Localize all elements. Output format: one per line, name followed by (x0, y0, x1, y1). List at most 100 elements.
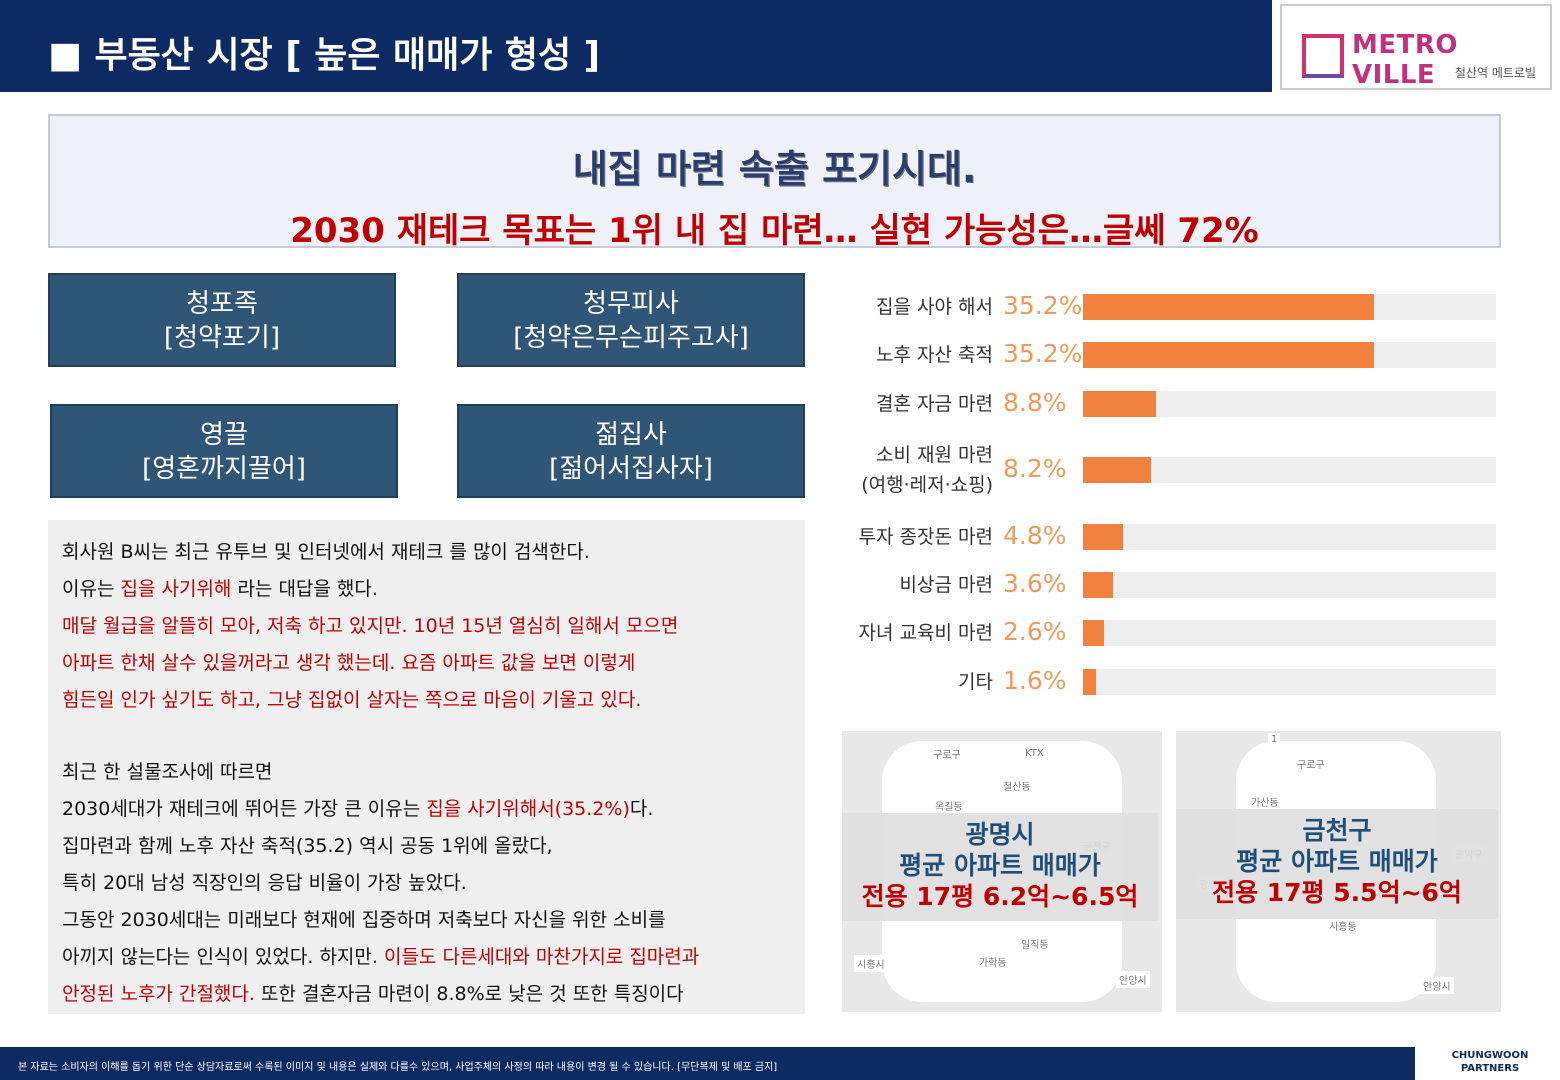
map-price: 전용 17평 5.5억~6억 (1212, 878, 1462, 907)
logo: METRO VILLE 철산역 메트로빌 (1280, 4, 1552, 90)
article-text: 이들도 다른세대와 마찬가지로 집마련과 (383, 946, 700, 968)
article-line: 안정된 노후가 간절했다. 또한 결혼자금 마련이 8.8%로 낮은 것 또한 … (62, 976, 805, 1013)
article: 회사원 B씨는 최근 유투브 및 인터넷에서 재테크 를 많이 검색한다. 이유는… (48, 520, 805, 1014)
article-line: 2030세대가 재테크에 뛰어든 가장 큰 이유는 집을 사기위해서(35.2%… (62, 791, 805, 828)
map-overlay: 금천구 평균 아파트 매매가 전용 17평 5.5억~6억 (1176, 809, 1498, 919)
bar (1083, 342, 1374, 368)
bar (1083, 620, 1105, 646)
value-label: 4.8% (1003, 521, 1067, 550)
map-place: KTX (1022, 747, 1047, 760)
logo-icon (1302, 34, 1344, 78)
map-place: 안양시 (1420, 977, 1454, 994)
article-text: 힘든일 인가 싶기도 하고, 그냥 집없이 살자는 쪽으로 마음이 기울고 있다… (62, 689, 642, 711)
term-meaning: [청약포기] (164, 323, 280, 353)
bar-track (1083, 620, 1496, 646)
article-line: 최근 한 설물조사에 따르면 (62, 754, 805, 791)
map-place: 가학동 (976, 953, 1010, 970)
map-place: 일직동 (1018, 935, 1052, 952)
value-label: 35.2% (1003, 339, 1083, 368)
map-city: 광명시 (965, 820, 1035, 849)
bar-track (1083, 524, 1496, 550)
map-place: 철산동 (1000, 777, 1034, 794)
term-box: 청무피사 [청약은무슨피주고사] (457, 273, 805, 367)
article-text: 특히 20대 남성 직장인의 응답 비율이 가장 높았다. (62, 872, 467, 894)
bar (1083, 669, 1097, 695)
term-box: 영끌 [영혼까지끌어] (50, 404, 398, 498)
bar-track (1083, 572, 1496, 598)
map-place: 시흥시 (854, 955, 888, 972)
article-text: 또한 결혼자금 마련이 8.8%로 낮은 것 또한 특징이다 (254, 983, 684, 1005)
article-text: 그동안 2030세대는 미래보다 현재에 집중하며 저축보다 자신을 위한 소비… (62, 909, 666, 931)
article-text: 2030세대가 재테크에 뛰어든 가장 큰 이유는 (62, 798, 427, 820)
article-line: 아끼지 않는다는 인식이 있었다. 하지만. 이들도 다른세대와 마찬가지로 집… (62, 939, 805, 976)
map-price: 전용 17평 6.2억~6.5억 (861, 882, 1139, 911)
article-text: 집을 사기위해 (120, 578, 232, 600)
term-box: 젊집사 [젊어서집사자] (457, 404, 805, 498)
logo-subtext: 철산역 메트로빌 (1454, 66, 1536, 80)
value-label: 1.6% (1003, 666, 1067, 695)
map-label: 평균 아파트 매매가 (899, 851, 1101, 880)
map-overlay: 광명시 평균 아파트 매매가 전용 17평 6.2억~6.5억 (842, 813, 1158, 921)
bar (1083, 572, 1113, 598)
article-text: 아끼지 않는다는 인식이 있었다. 하지만. (62, 946, 384, 968)
category-label: 결혼 자금 마련 (876, 393, 993, 415)
article-text: 다. (629, 798, 654, 820)
article-text: 아파트 한채 살수 있을꺼라고 생각 했는데. 요즘 아파트 값을 보면 이렇게 (62, 652, 636, 674)
spacer (62, 719, 805, 754)
category-label: 집을 사야 해서 (876, 296, 993, 318)
article-line: 매달 월급을 알뜰히 모아, 저축 하고 있지만. 10년 15년 열심히 일해… (62, 608, 805, 645)
company-name: CHUNGWOON PARTNERS (1451, 1050, 1529, 1074)
header-title: ■ 부동산 시장 [ 높은 매매가 형성 ] (0, 0, 1272, 92)
map-city: 금천구 (1302, 816, 1372, 845)
bar (1083, 524, 1123, 550)
category-label: 자녀 교육비 마련 (858, 622, 993, 644)
category-label: 비상금 마련 (899, 574, 993, 596)
term-word: 젊집사 (595, 420, 667, 450)
article-line: 아파트 한채 살수 있을꺼라고 생각 했는데. 요즘 아파트 값을 보면 이렇게 (62, 645, 805, 682)
article-line: 이유는 집을 사기위해 라는 대답을 했다. (62, 571, 805, 608)
article-text: 라는 대답을 했다. (231, 578, 378, 600)
value-label: 3.6% (1003, 569, 1067, 598)
article-text: 집을 사기위해서(35.2%) (426, 798, 630, 820)
map-place: 가산동 (1248, 793, 1282, 810)
article-line: 회사원 B씨는 최근 유투브 및 인터넷에서 재테크 를 많이 검색한다. (62, 534, 805, 571)
map-place: 옥길동 (932, 797, 966, 814)
article-text: 최근 한 설물조사에 따르면 (62, 761, 273, 783)
category-label: 소비 재원 마련 (여행·레저·쇼핑) (861, 444, 993, 496)
article-line: 특히 20대 남성 직장인의 응답 비율이 가장 높았다. (62, 865, 805, 902)
value-label: 8.8% (1003, 388, 1067, 417)
term-word: 청포족 (186, 289, 258, 319)
article-line: 힘든일 인가 싶기도 하고, 그냥 집없이 살자는 쪽으로 마음이 기울고 있다… (62, 682, 805, 719)
category-label: 투자 종잣돈 마련 (858, 526, 993, 548)
article-line: 집마련과 함께 노후 자산 축적(35.2) 역시 공동 1위에 올랐다, (62, 828, 805, 865)
banner: 내집 마련 속출 포기시대. 2030 재테크 목표는 1위 내 집 마련… 실… (48, 114, 1501, 251)
article-text: 이유는 (62, 578, 121, 600)
map-place: 구로구 (1294, 755, 1328, 772)
term-meaning: [청약은무슨피주고사] (513, 323, 749, 353)
category-label: 노후 자산 축적 (876, 344, 993, 366)
footer-notice: 본 자료는 소비자의 이해를 돕기 위한 단순 상담자료로써 수록된 이미지 및… (0, 1047, 1415, 1080)
bar (1083, 391, 1156, 417)
bar (1083, 294, 1374, 320)
article-text: 회사원 B씨는 최근 유투브 및 인터넷에서 재테크 를 많이 검색한다. (62, 541, 590, 563)
article-text: 집마련과 함께 노후 자산 축적(35.2) 역시 공동 1위에 올랐다, (62, 835, 553, 857)
value-label: 8.2% (1003, 454, 1067, 483)
banner-title: 내집 마련 속출 포기시대. (572, 147, 977, 191)
article-text: 안정된 노후가 간절했다. (62, 983, 255, 1005)
banner-subtitle: 2030 재테크 목표는 1위 내 집 마련… 실현 가능성은…글쎄 72% (290, 211, 1259, 251)
term-word: 영끌 (200, 420, 248, 450)
bar-track (1083, 669, 1496, 695)
bar-track (1083, 457, 1496, 483)
bar (1083, 457, 1151, 483)
map: 구로구KTX철산동옥길동금천구일직동가학동시흥시안양시광명시평균 아파트 매매가… (842, 731, 1162, 1012)
map-place: 구로구 (930, 745, 964, 762)
value-label: 2.6% (1003, 617, 1067, 646)
term-meaning: [젊어서집사자] (549, 454, 713, 484)
article-line: 그동안 2030세대는 미래보다 현재에 집중하며 저축보다 자신을 위한 소비… (62, 902, 805, 939)
logo-text: METRO VILLE (1352, 30, 1458, 90)
article-text: 매달 월급을 알뜰히 모아, 저축 하고 있지만. 10년 15년 열심히 일해… (62, 615, 679, 637)
map-place: 시흥동 (1326, 917, 1360, 934)
map-label: 평균 아파트 매매가 (1236, 847, 1438, 876)
